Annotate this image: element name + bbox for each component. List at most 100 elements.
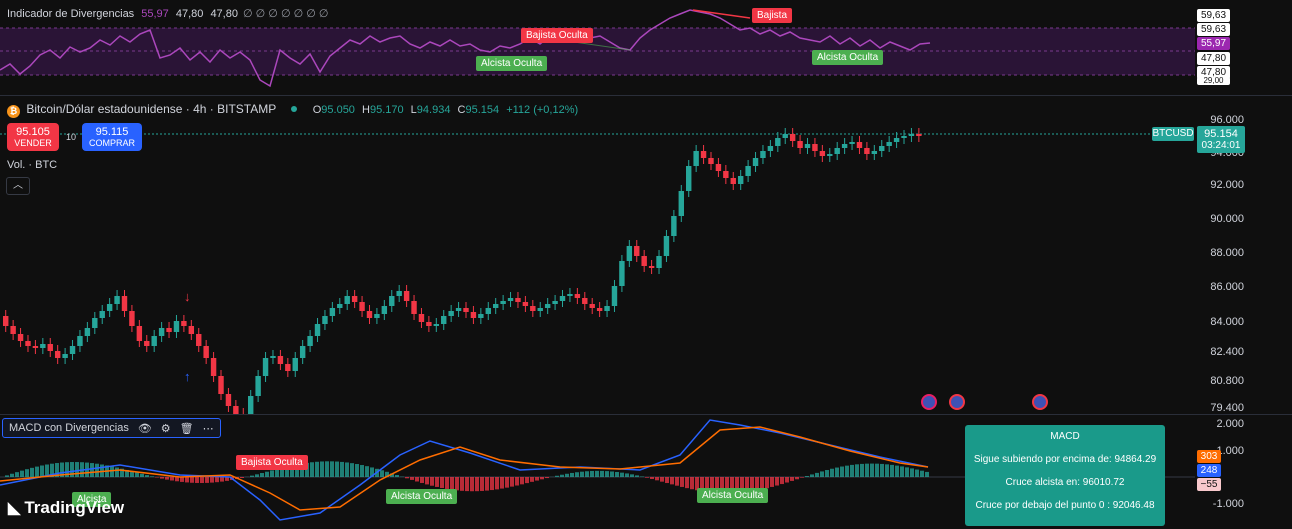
- candle-body: [626, 246, 633, 261]
- ohlc-close: 95.154: [465, 104, 500, 116]
- tag-alcista-oculta-top-2: Alcista Oculta: [812, 50, 884, 65]
- macd-histogram-bar: [195, 477, 199, 483]
- candle-body: [596, 308, 603, 311]
- candle-body: [418, 314, 425, 322]
- macd-histogram-bar: [320, 461, 324, 477]
- candle-body: [32, 346, 39, 348]
- buy-button[interactable]: 95.115 COMPRAR: [82, 123, 142, 151]
- candle-body: [17, 334, 24, 341]
- macd-histogram-bar: [270, 470, 274, 477]
- candle-body: [136, 326, 143, 341]
- macd-histogram-bar: [60, 462, 64, 477]
- macd-histogram-bar: [620, 472, 624, 477]
- macd-badge-signal: 248: [1197, 464, 1221, 477]
- macd-legend[interactable]: MACD con Divergencias 👁 ⚙ 🗑 ⋯: [2, 418, 221, 438]
- macd-histogram-bar: [665, 477, 669, 484]
- candle-body: [775, 138, 781, 146]
- more-icon[interactable]: ⋯: [202, 422, 214, 435]
- candle-body: [181, 321, 187, 326]
- settings-icon[interactable]: ⚙: [160, 422, 171, 435]
- collapse-legend-button[interactable]: ︿: [6, 177, 30, 195]
- macd-histogram-bar: [825, 470, 829, 477]
- divergence-oscillator-line: [0, 9, 931, 88]
- candle-body: [834, 148, 840, 154]
- us-flag-event-icon[interactable]: [1032, 394, 1048, 410]
- eye-icon[interactable]: 👁: [137, 422, 152, 435]
- candle-body: [492, 304, 499, 308]
- candle-body: [537, 308, 543, 311]
- macd-histogram-bar: [405, 477, 409, 479]
- macd-histogram-bar: [850, 464, 854, 477]
- symbol-title[interactable]: Bitcoin/Dólar estadounidense · 4h · BITS…: [26, 102, 277, 116]
- candle-body: [515, 298, 521, 302]
- candle-body: [782, 134, 788, 138]
- market-status-dot: [291, 106, 298, 112]
- candle-body: [507, 298, 514, 301]
- candle-body: [544, 304, 551, 308]
- macd-histogram-bar: [615, 471, 619, 477]
- macd-histogram-bar: [130, 471, 134, 477]
- main-price-pane[interactable]: ₿ Bitcoin/Dólar estadounidense · 4h · BI…: [0, 96, 1292, 414]
- macd-histogram-bar: [455, 477, 459, 491]
- price-axis-label: 80.800: [1210, 375, 1244, 387]
- macd-histogram-bar: [425, 477, 429, 485]
- macd-histogram-bar: [205, 477, 209, 483]
- candle-body: [121, 296, 128, 311]
- candle-body: [752, 158, 759, 166]
- macd-histogram-bar: [160, 477, 164, 479]
- macd-box-line-3: Cruce por debajo del punto 0 : 92046.48: [975, 500, 1155, 511]
- candle-body: [886, 142, 892, 146]
- candle-body: [389, 296, 395, 306]
- candle-body: [455, 308, 462, 311]
- candle-body: [314, 324, 321, 336]
- macd-pane[interactable]: MACD con Divergencias 👁 ⚙ 🗑 ⋯ Bajista Oc…: [0, 415, 1292, 529]
- last-price-badge: 95.154 03:24:01: [1197, 126, 1245, 153]
- candle-body: [819, 151, 826, 156]
- macd-histogram-bar: [280, 467, 284, 477]
- macd-histogram-bar: [785, 477, 789, 483]
- us-flag-event-icon[interactable]: [921, 394, 937, 410]
- candle-body: [359, 302, 365, 311]
- candle-body: [25, 341, 31, 346]
- macd-title: MACD con Divergencias: [9, 422, 129, 434]
- macd-histogram-bar: [55, 463, 59, 477]
- macd-histogram-bar: [580, 471, 584, 477]
- candle-body: [84, 328, 91, 336]
- macd-histogram-bar: [180, 477, 184, 482]
- candle-body: [901, 136, 907, 138]
- macd-histogram-bar: [735, 477, 739, 494]
- macd-histogram-bar: [45, 464, 49, 477]
- top-scale-1: 59,63: [1197, 9, 1230, 22]
- candle-body: [3, 316, 9, 326]
- trash-icon[interactable]: 🗑: [179, 422, 194, 435]
- candle-body: [745, 166, 751, 176]
- macd-histogram-bar: [595, 470, 599, 477]
- candle-body: [864, 148, 870, 154]
- sell-button[interactable]: 95.105 VENDER: [7, 123, 59, 151]
- macd-box-line-2: Cruce alcista en: 96010.72: [1005, 477, 1125, 488]
- candle-body: [62, 354, 68, 358]
- macd-histogram-bar: [20, 470, 24, 477]
- macd-histogram-bar: [275, 469, 279, 477]
- tag-alcista-oculta-macd-1: Alcista Oculta: [386, 489, 458, 504]
- indicator-value-2: 47,80: [175, 8, 204, 20]
- tag-bajista: Bajista: [752, 8, 793, 23]
- macd-histogram-bar: [145, 475, 149, 477]
- macd-histogram-bar: [760, 477, 764, 490]
- us-flag-event-icon[interactable]: [949, 394, 965, 410]
- candle-body: [255, 376, 261, 396]
- volume-legend[interactable]: Vol. · BTC: [7, 159, 58, 171]
- macd-histogram-bar: [860, 463, 864, 477]
- candle-body: [285, 364, 291, 371]
- candlestick-chart[interactable]: [0, 96, 1195, 414]
- candle-body: [916, 134, 922, 136]
- macd-badge-histogram: −55: [1197, 478, 1221, 491]
- candle-body: [396, 291, 402, 296]
- macd-histogram-bar: [435, 477, 439, 487]
- macd-histogram-bar: [40, 465, 44, 477]
- candle-body: [893, 138, 900, 142]
- divergence-indicator-plot: [0, 9, 1195, 88]
- tradingview-logo[interactable]: ◣ TradingView: [8, 498, 124, 518]
- macd-axis-label: -1.000: [1212, 498, 1244, 510]
- macd-histogram-bar: [175, 477, 179, 482]
